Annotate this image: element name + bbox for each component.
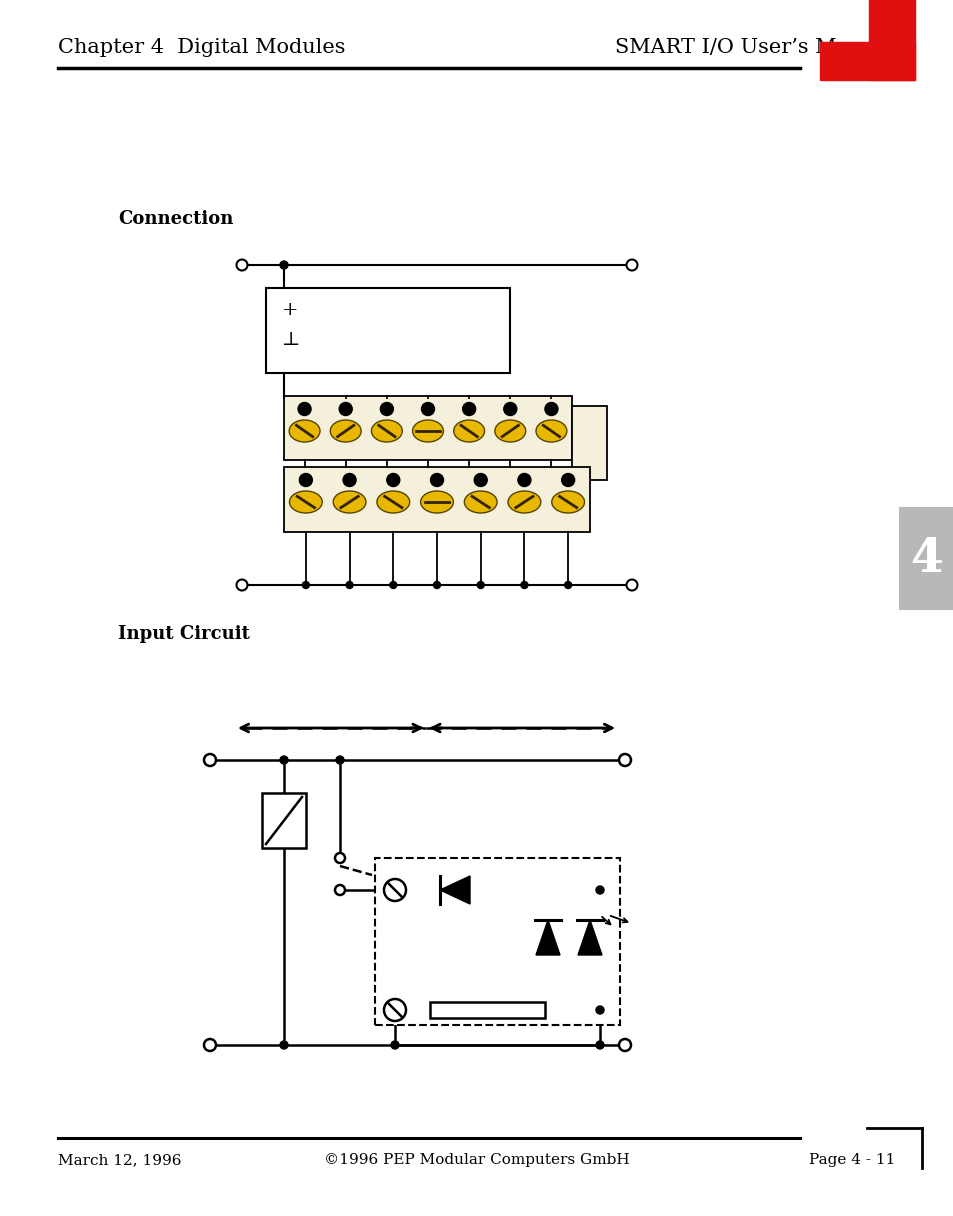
Circle shape [384, 879, 406, 901]
Text: ©1996 PEP Modular Computers GmbH: ©1996 PEP Modular Computers GmbH [324, 1153, 629, 1167]
Circle shape [346, 581, 353, 589]
Text: 4: 4 [909, 535, 942, 581]
Ellipse shape [333, 491, 366, 513]
Circle shape [564, 581, 571, 589]
Circle shape [618, 754, 630, 766]
Circle shape [343, 473, 355, 486]
Ellipse shape [420, 491, 453, 513]
Circle shape [462, 402, 476, 416]
Circle shape [204, 754, 215, 766]
Circle shape [299, 473, 312, 486]
Circle shape [476, 581, 484, 589]
Circle shape [618, 1038, 630, 1051]
Circle shape [384, 1000, 406, 1021]
Text: 4: 4 [909, 535, 942, 581]
Circle shape [280, 1041, 288, 1049]
Ellipse shape [376, 491, 409, 513]
Circle shape [391, 1041, 398, 1049]
Text: +: + [282, 302, 298, 319]
Bar [868, 0, 914, 80]
Circle shape [421, 402, 434, 416]
Text: Input Circuit: Input Circuit [118, 625, 250, 643]
Bar [266, 288, 510, 373]
Bar [898, 507, 953, 610]
Circle shape [236, 259, 247, 270]
Bar [375, 858, 619, 1025]
Bar [572, 406, 606, 480]
Circle shape [430, 473, 443, 486]
Circle shape [626, 259, 637, 270]
Ellipse shape [551, 491, 584, 513]
Circle shape [596, 1041, 603, 1049]
Circle shape [280, 756, 288, 764]
Circle shape [236, 580, 247, 591]
Polygon shape [536, 921, 559, 955]
Circle shape [386, 473, 399, 486]
Circle shape [544, 402, 558, 416]
Circle shape [335, 756, 344, 764]
Circle shape [204, 1038, 215, 1051]
Circle shape [517, 473, 531, 486]
Bar [898, 507, 953, 610]
Text: March 12, 1996: March 12, 1996 [58, 1153, 181, 1167]
Circle shape [520, 581, 527, 589]
Bar [284, 396, 572, 460]
Circle shape [280, 261, 288, 269]
Circle shape [390, 581, 396, 589]
Circle shape [596, 1006, 603, 1014]
Ellipse shape [464, 491, 497, 513]
Polygon shape [578, 921, 601, 955]
Bar [430, 1002, 544, 1018]
Ellipse shape [454, 420, 484, 441]
Ellipse shape [536, 420, 566, 441]
Text: Chapter 4  Digital Modules: Chapter 4 Digital Modules [58, 38, 345, 57]
Circle shape [297, 402, 311, 416]
Circle shape [626, 580, 637, 591]
Bar [262, 793, 306, 848]
Circle shape [335, 885, 345, 895]
Ellipse shape [330, 420, 361, 441]
Ellipse shape [412, 420, 443, 441]
Circle shape [433, 581, 440, 589]
Text: Connection: Connection [118, 210, 233, 229]
Circle shape [596, 886, 603, 894]
Circle shape [335, 852, 345, 863]
Polygon shape [439, 876, 470, 903]
Circle shape [474, 473, 487, 486]
Ellipse shape [508, 491, 540, 513]
Circle shape [339, 402, 352, 416]
Text: ⊥: ⊥ [282, 331, 300, 349]
Ellipse shape [371, 420, 402, 441]
Text: SMART I/O User’s Manual: SMART I/O User’s Manual [615, 38, 894, 57]
Circle shape [503, 402, 517, 416]
Circle shape [302, 581, 309, 589]
Bar [284, 467, 589, 533]
Ellipse shape [289, 491, 322, 513]
Text: Page 4 - 11: Page 4 - 11 [808, 1153, 894, 1167]
Bar [820, 43, 914, 80]
Circle shape [561, 473, 574, 486]
Circle shape [380, 402, 393, 416]
Ellipse shape [495, 420, 525, 441]
Ellipse shape [289, 420, 319, 441]
